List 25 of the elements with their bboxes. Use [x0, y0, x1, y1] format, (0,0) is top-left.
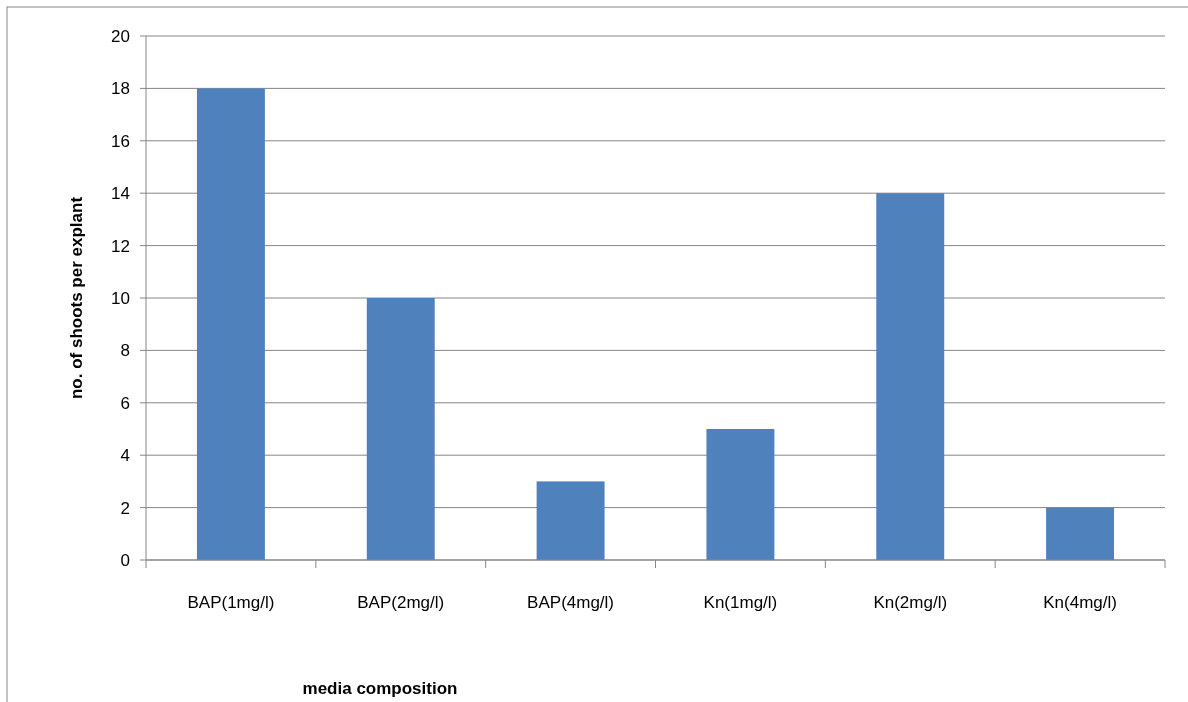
bar — [706, 429, 775, 560]
y-tick-label: 14 — [111, 184, 130, 204]
y-tick-label: 18 — [111, 79, 130, 99]
y-tick-label: 10 — [111, 288, 130, 308]
y-tick-label: 0 — [120, 550, 130, 570]
x-tick-label: BAP(1mg/l) — [187, 593, 275, 612]
y-tick-label: 16 — [111, 131, 130, 151]
x-tick-label: Kn(1mg/l) — [703, 593, 778, 612]
x-axis-title: media composition — [302, 679, 458, 698]
bar — [366, 298, 435, 560]
bar — [196, 88, 265, 560]
bar — [1046, 507, 1115, 560]
y-tick-label: 12 — [111, 236, 130, 256]
x-tick-label: BAP(2mg/l) — [357, 593, 445, 612]
y-axis-title: no. of shoots per explant — [67, 196, 86, 400]
y-tick-label: 4 — [120, 446, 130, 466]
y-tick-label: 8 — [120, 341, 130, 361]
x-tick-label: BAP(4mg/l) — [527, 593, 615, 612]
bar — [876, 193, 945, 560]
y-tick-label: 2 — [120, 498, 130, 518]
y-tick-label: 20 — [111, 26, 130, 46]
bar — [536, 481, 605, 560]
y-tick-label: 6 — [120, 393, 130, 413]
x-tick-label: Kn(4mg/l) — [1043, 593, 1117, 612]
x-tick-label: Kn(2mg/l) — [873, 593, 948, 612]
